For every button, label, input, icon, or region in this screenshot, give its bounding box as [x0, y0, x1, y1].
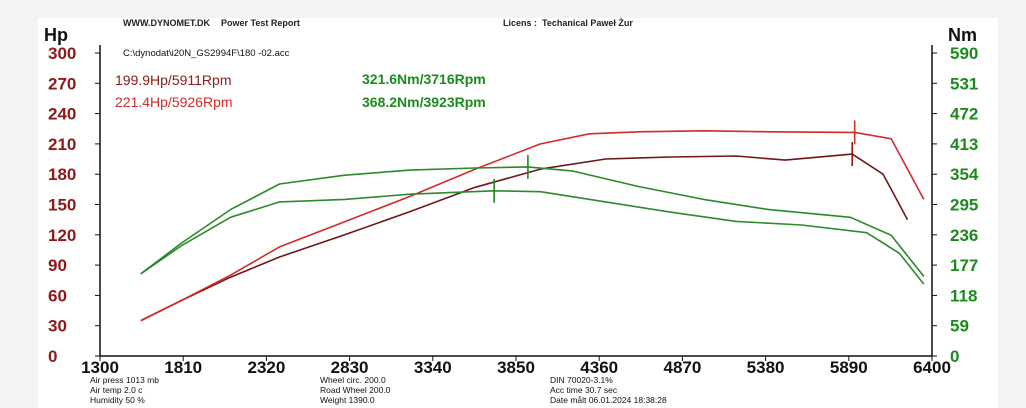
y-left-tick-label: 30 [48, 317, 67, 336]
y-right-tick-label: 354 [950, 165, 979, 184]
y-left-axis-label: Hp [44, 25, 68, 45]
footer-air-press: Air press 1013 mb [90, 375, 159, 385]
y-right-tick-label: 59 [950, 317, 969, 336]
report-title: Power Test Report [221, 18, 300, 28]
x-tick-label: 6400 [913, 358, 951, 377]
x-tick-label: 5380 [747, 358, 785, 377]
x-tick-label: 1300 [81, 358, 119, 377]
footer-wheel-circ: Wheel circ. 200.0 [320, 375, 386, 385]
y-left-tick-label: 150 [48, 196, 76, 215]
y-left-tick-label: 300 [48, 44, 76, 63]
y-left-tick-label: 0 [48, 347, 57, 366]
x-tick-label: 5890 [830, 358, 868, 377]
x-tick-label: 1810 [164, 358, 202, 377]
y-left-tick-label: 210 [48, 135, 76, 154]
y-right-tick-label: 118 [950, 286, 977, 305]
report-paper [38, 18, 998, 408]
y-right-tick-label: 295 [950, 196, 978, 215]
y-right-axis-label: Nm [948, 25, 977, 45]
footer-road-wheel: Road Wheel 200.0 [320, 385, 391, 395]
footer-humidity: Humidity 50 % [90, 395, 145, 405]
footer-din: DIN 70020-3.1% [550, 375, 613, 385]
y-right-ticks: 0 59 118 177 236 295 354 413 472 531 590 [932, 44, 979, 366]
peak-label-nm-wheel: 321.6Nm/3716Rpm [362, 71, 486, 87]
x-tick-label: 2830 [331, 358, 369, 377]
site-name: WWW.DYNOMET.DK [123, 18, 210, 28]
footer-acc-time: Acc time 30.7 sec [550, 385, 618, 395]
series-group [140, 130, 925, 322]
y-right-tick-label: 177 [950, 256, 978, 275]
y-right-tick-label: 413 [950, 135, 978, 154]
y-right-tick-label: 472 [950, 105, 978, 124]
y-left-tick-label: 120 [48, 226, 76, 245]
footer-weight: Weight 1390.0 [320, 395, 375, 405]
licence-value: Techanical Paweł Żur [542, 18, 633, 28]
peak-markers [493, 120, 856, 203]
file-path: C:\dynodat\i20N_GS2994F\180 -02.acc [123, 48, 290, 59]
x-ticks: 1300 1810 2320 2830 3340 3850 4360 4870 5380 5890… [81, 356, 951, 377]
x-tick-label: 3340 [414, 358, 452, 377]
x-tick-label: 4360 [580, 358, 618, 377]
y-right-tick-label: 531 [950, 74, 978, 93]
peak-label-hp-engine: 221.4Hp/5926Rpm [115, 94, 233, 110]
footer-date: Date målt 06.01.2024 18:38:28 [550, 395, 667, 405]
series-line-hp-engine [140, 130, 925, 322]
series-line-nm-wheel [140, 190, 925, 285]
series-line-hp-wheel [140, 153, 909, 322]
y-left-tick-label: 180 [48, 165, 76, 184]
peak-label-nm-engine: 368.2Nm/3923Rpm [362, 94, 486, 110]
footer-air-temp: Air temp 2.0 c [90, 385, 143, 395]
y-right-tick-label: 236 [950, 226, 978, 245]
x-tick-label: 2320 [247, 358, 285, 377]
peak-label-hp-wheel: 199.9Hp/5911Rpm [115, 72, 231, 88]
x-tick-label: 4870 [663, 358, 701, 377]
y-left-tick-label: 60 [48, 286, 67, 305]
y-left-tick-label: 90 [48, 256, 67, 275]
y-right-tick-label: 0 [950, 347, 959, 366]
y-left-tick-label: 240 [48, 105, 76, 124]
y-right-tick-label: 590 [950, 44, 978, 63]
y-left-tick-label: 270 [48, 74, 76, 93]
y-left-ticks: 0 30 60 90 120 150 180 210 240 270 300 [48, 44, 100, 366]
licence-label: Licens : [503, 18, 537, 28]
x-tick-label: 3850 [497, 358, 535, 377]
